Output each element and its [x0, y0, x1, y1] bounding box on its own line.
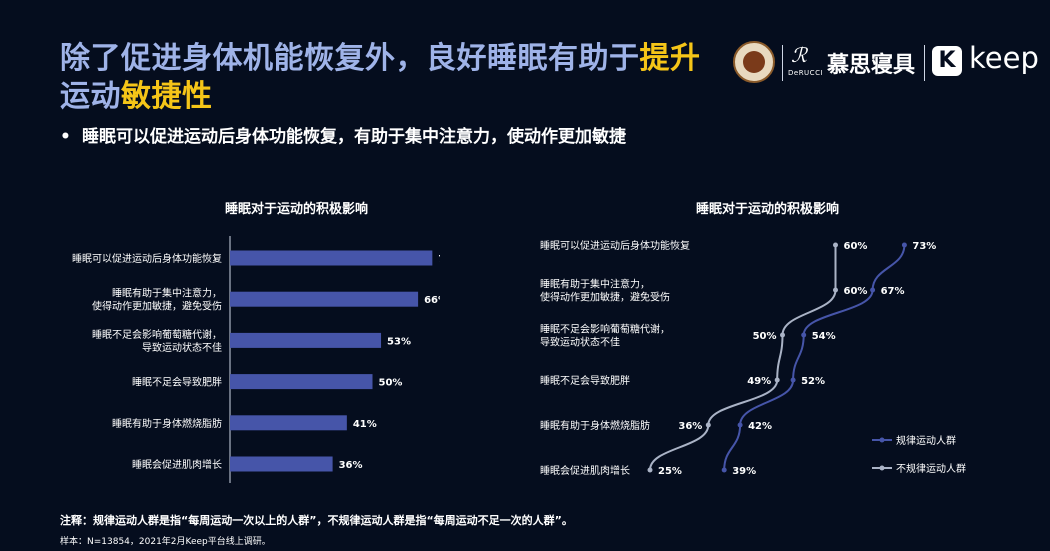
legend-marker — [879, 437, 885, 443]
keep-logo-text: keep — [969, 41, 1039, 75]
title-highlight-1: 提升 — [639, 41, 701, 76]
data-point — [780, 332, 785, 338]
bullet-dot-icon: • — [60, 127, 71, 147]
page-title: 除了促进身体机能恢复外，良好睡眠有助于提升运动敏捷性 — [60, 40, 740, 116]
legend-marker — [879, 465, 885, 471]
data-point — [705, 422, 711, 428]
logo-divider — [924, 45, 925, 81]
point-value-label: 49% — [747, 376, 771, 387]
point-value-label: 36% — [678, 421, 702, 432]
bullet-point: • 睡眠可以促进运动后身体功能恢复，有助于集中注意力，使动作更加敏捷 — [60, 122, 626, 147]
bar — [230, 250, 433, 266]
line-category-label: 睡眠可以促进运动后身体功能恢复 — [540, 239, 690, 252]
point-value-label: 60% — [844, 241, 868, 252]
bar-category-label: 睡眠可以促进运动后身体功能恢复 — [72, 252, 222, 265]
data-point — [774, 377, 780, 383]
logo-bar: ℛ DeRUCCI 慕思寝具 K keep — [733, 41, 1043, 85]
series-line — [649, 245, 837, 471]
bar-category-label: 使得动作更加敏捷，避免受伤 — [92, 300, 222, 313]
line-category-label: 导致运动状态不佳 — [540, 336, 620, 349]
point-value-label: 52% — [801, 376, 825, 387]
bar-value-label: 41% — [353, 419, 377, 430]
line-category-label: 睡眠有助于集中注意力， — [540, 278, 650, 291]
line-category-label: 睡眠不足会导致肥胖 — [540, 374, 630, 387]
bullet-text: 睡眠可以促进运动后身体功能恢复，有助于集中注意力，使动作更加敏捷 — [82, 127, 626, 147]
point-value-label: 39% — [732, 466, 756, 477]
bar-value-label: 66% — [424, 295, 440, 306]
derucci-logo-sub: DeRUCCI — [788, 69, 824, 77]
title-highlight-2: 敏捷性 — [121, 79, 213, 114]
bar — [230, 374, 373, 390]
bar-value-label: 53% — [387, 336, 411, 347]
data-point — [870, 287, 876, 293]
title-part2: 运动 — [60, 79, 121, 114]
bar-chart: 71% 睡眠可以促进运动后身体功能恢复 66% 睡眠有助于集中注意力，使得动作更加敏捷… — [72, 236, 440, 483]
line-chart-title: 睡眠对于运动的积极影响 — [696, 202, 840, 217]
bar-category-label: 睡眠不足会影响葡萄糖代谢， — [92, 328, 222, 341]
bar-value-label: 71% — [438, 254, 440, 265]
bar-category-label: 睡眠有助于集中注意力， — [112, 287, 222, 300]
point-value-label: 60% — [844, 286, 868, 297]
point-value-label: 73% — [912, 241, 936, 252]
footnote: 注释：规律运动人群是指“每周运动一次以上的人群”，不规律运动人群是指“每周运动不… — [60, 514, 573, 527]
bar-chart-title: 睡眠对于运动的积极影响 — [225, 202, 369, 217]
bar-category-label: 睡眠不足会导致肥胖 — [132, 376, 222, 389]
line-category-label: 睡眠有助于身体燃烧脂肪 — [540, 419, 650, 432]
bar-value-label: 36% — [339, 460, 363, 471]
series-line — [723, 244, 906, 471]
data-point — [833, 287, 838, 293]
point-value-label: 42% — [748, 421, 772, 432]
legend-label: 不规律运动人群 — [896, 462, 966, 475]
data-point — [901, 242, 907, 248]
bar-category-label: 导致运动状态不佳 — [142, 341, 222, 354]
title-part1: 除了促进身体机能恢复外，良好睡眠有助于 — [60, 41, 640, 76]
point-value-label: 50% — [753, 331, 777, 342]
bar-value-label: 50% — [379, 378, 403, 389]
data-point — [801, 332, 807, 338]
point-value-label: 54% — [812, 331, 836, 342]
bar — [230, 291, 419, 307]
data-point — [737, 422, 743, 428]
line-category-label: 睡眠会促进肌肉增长 — [540, 464, 630, 477]
bar — [230, 456, 333, 472]
bar-category-label: 睡眠有助于身体燃烧脂肪 — [112, 417, 222, 430]
bar-category-label: 睡眠会促进肌肉增长 — [132, 458, 222, 471]
keep-logo-icon: K — [932, 46, 962, 76]
bar — [230, 415, 347, 431]
derucci-logo-text: 慕思寝具 — [827, 53, 916, 78]
data-point — [647, 467, 653, 473]
data-point — [833, 242, 838, 248]
point-value-label: 25% — [658, 466, 682, 477]
derucci-logo-icon: ℛ — [791, 43, 807, 67]
line-chart: 睡眠可以促进运动后身体功能恢复睡眠有助于集中注意力，使得动作更加敏捷，避免受伤睡… — [540, 239, 966, 477]
legend-label: 规律运动人群 — [896, 434, 956, 447]
point-value-label: 67% — [881, 286, 905, 297]
data-point — [790, 377, 796, 383]
line-category-label: 睡眠不足会影响葡萄糖代谢， — [540, 323, 670, 336]
line-category-label: 使得动作更加敏捷，避免受伤 — [540, 291, 670, 304]
brand-seal-icon — [733, 41, 775, 83]
sample-note: 样本：N=13854，2021年2月Keep平台线上调研。 — [60, 537, 271, 547]
data-point — [721, 467, 727, 473]
logo-divider — [782, 45, 783, 81]
bar — [230, 332, 382, 348]
